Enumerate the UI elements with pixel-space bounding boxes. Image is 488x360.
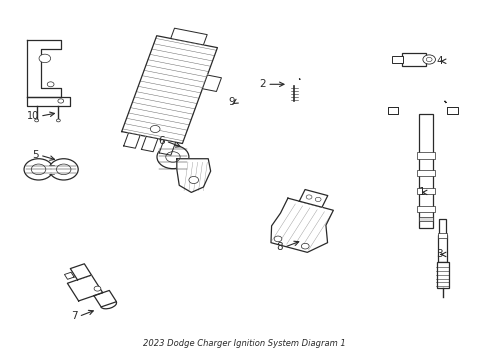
Polygon shape xyxy=(141,136,158,152)
Circle shape xyxy=(188,176,198,184)
Polygon shape xyxy=(299,189,327,207)
Bar xyxy=(418,114,432,228)
Circle shape xyxy=(49,159,78,180)
Polygon shape xyxy=(177,159,210,192)
Text: 5: 5 xyxy=(32,150,39,160)
Polygon shape xyxy=(123,133,140,148)
Text: 1: 1 xyxy=(418,188,425,197)
Circle shape xyxy=(305,195,311,199)
Text: 7: 7 xyxy=(71,311,78,321)
Circle shape xyxy=(274,236,281,242)
Circle shape xyxy=(165,152,180,162)
Circle shape xyxy=(47,82,54,87)
Bar xyxy=(438,219,445,235)
Bar xyxy=(416,152,434,159)
Polygon shape xyxy=(27,97,70,105)
Polygon shape xyxy=(70,264,91,280)
Text: 2023 Dodge Charger Ignition System Diagram 1: 2023 Dodge Charger Ignition System Diagr… xyxy=(143,339,345,348)
Bar xyxy=(437,233,446,238)
Bar xyxy=(391,56,402,63)
Polygon shape xyxy=(64,272,74,279)
Circle shape xyxy=(150,125,160,132)
Polygon shape xyxy=(446,107,457,114)
Circle shape xyxy=(24,159,53,180)
Circle shape xyxy=(422,55,435,64)
Bar xyxy=(401,53,425,66)
Circle shape xyxy=(94,286,101,291)
Bar xyxy=(418,216,432,221)
Polygon shape xyxy=(67,275,102,301)
Bar xyxy=(416,206,434,212)
Text: 6: 6 xyxy=(158,136,164,146)
Polygon shape xyxy=(122,36,217,144)
Polygon shape xyxy=(27,40,61,97)
Circle shape xyxy=(157,145,188,168)
Text: 8: 8 xyxy=(276,242,283,252)
Circle shape xyxy=(301,243,308,249)
Circle shape xyxy=(35,119,39,122)
Polygon shape xyxy=(270,198,333,252)
Circle shape xyxy=(56,119,60,122)
Text: 9: 9 xyxy=(228,97,234,107)
Polygon shape xyxy=(444,101,445,102)
Bar xyxy=(416,170,434,176)
Circle shape xyxy=(426,57,431,62)
Text: 10: 10 xyxy=(27,111,39,121)
Polygon shape xyxy=(159,140,175,155)
Polygon shape xyxy=(387,107,397,114)
Bar xyxy=(416,188,434,194)
Circle shape xyxy=(56,164,71,175)
Bar xyxy=(436,261,447,288)
Text: 2: 2 xyxy=(259,79,265,89)
Bar xyxy=(43,165,59,174)
Bar xyxy=(437,235,446,261)
Circle shape xyxy=(315,197,321,202)
Polygon shape xyxy=(202,75,221,91)
Text: 4: 4 xyxy=(435,56,442,66)
Circle shape xyxy=(58,99,63,103)
Polygon shape xyxy=(170,28,207,45)
Text: 3: 3 xyxy=(435,249,442,260)
Circle shape xyxy=(31,164,46,175)
Polygon shape xyxy=(94,291,116,307)
Circle shape xyxy=(39,54,51,63)
